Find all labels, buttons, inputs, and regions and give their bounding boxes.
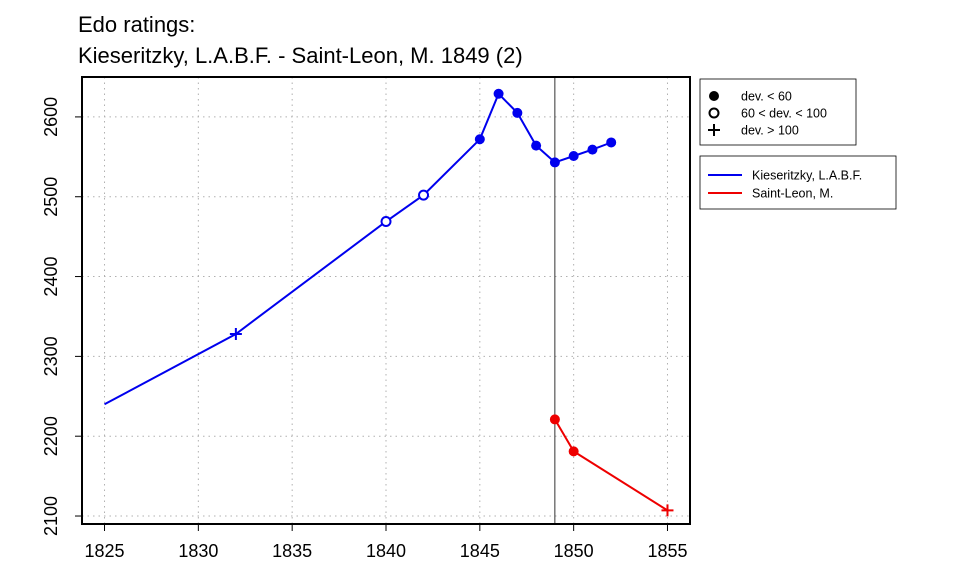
x-tick-label: 1840 [366,541,406,561]
data-point [549,157,560,168]
y-tick-label: 2300 [41,336,61,376]
series-1 [549,414,674,517]
data-point [568,151,579,162]
data-point [549,414,560,425]
series-legend: Kieseritzky, L.A.B.F. Saint-Leon, M. [699,155,897,210]
data-point [606,137,617,148]
data-point [229,328,242,341]
data-point [587,144,598,155]
legend-symbol-plus [708,124,720,136]
y-tick-label: 2200 [41,416,61,456]
legend-series-name: Kieseritzky, L.A.B.F. [752,169,862,183]
data-point [493,88,504,99]
x-tick-label: 1830 [178,541,218,561]
chart-title-line2: Kieseritzky, L.A.B.F. - Saint-Leon, M. 1… [78,43,523,68]
legend-label: 60 < dev. < 100 [741,107,827,121]
legend-symbol-open [708,107,720,119]
x-tick-label: 1850 [554,541,594,561]
chart-title-line1: Edo ratings: [78,12,195,37]
series-group [104,88,674,517]
legend-series-name: Saint-Leon, M. [752,187,833,201]
grid [82,77,690,524]
y-tick-label: 2100 [41,496,61,536]
x-tick-label: 1855 [647,541,687,561]
legend-label: dev. > 100 [741,124,799,138]
y-tick-label: 2400 [41,257,61,297]
marker-legend: dev. < 60 60 < dev. < 100 dev. > 100 [699,78,857,146]
x-tick-label: 1845 [460,541,500,561]
legend-label: dev. < 60 [741,90,792,104]
series-line [104,92,612,406]
data-point [531,140,542,151]
data-point [380,215,392,227]
series-legend-box [699,155,897,210]
data-point [568,446,579,457]
axes: 1825 1830 1835 1840 1845 1850 1855 2100 2200 2300… [41,97,688,561]
series-0 [104,88,617,406]
data-point [512,107,523,118]
data-point [661,504,674,517]
y-tick-label: 2500 [41,177,61,217]
y-tick-label: 2600 [41,97,61,137]
data-point [418,189,430,201]
x-tick-label: 1835 [272,541,312,561]
data-point [474,134,485,145]
legend-symbol-filled [709,91,719,101]
x-tick-label: 1825 [84,541,124,561]
series-line [554,418,669,512]
marker-legend-box [699,78,857,146]
